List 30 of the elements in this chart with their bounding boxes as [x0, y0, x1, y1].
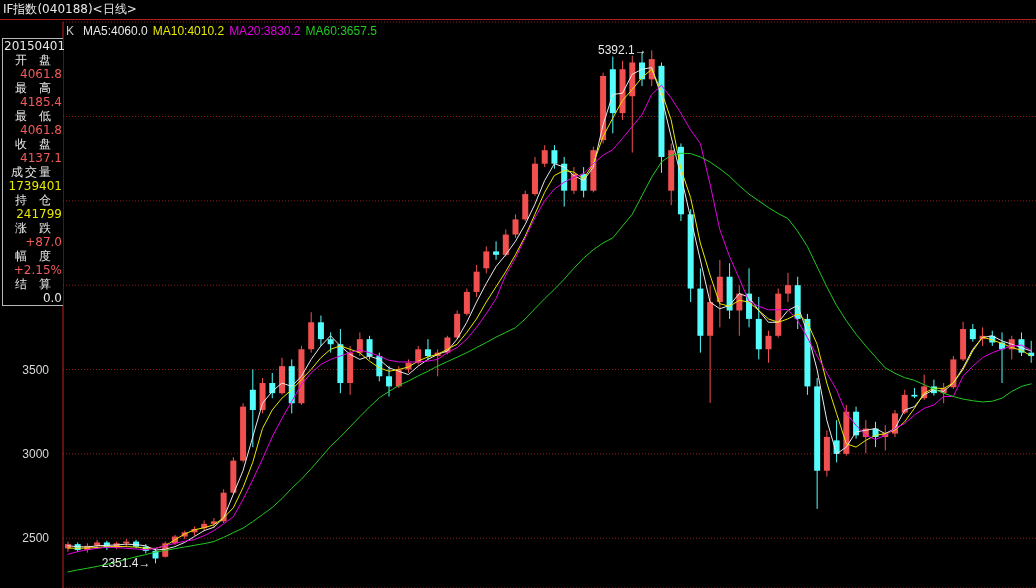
legend-title: K	[66, 24, 75, 38]
y-tick-label: 3500	[22, 362, 50, 377]
text: 1739401	[8, 179, 62, 193]
text: 241799	[16, 207, 62, 221]
annotation: 收盘	[15, 137, 63, 151]
text: 4061.8	[20, 123, 62, 137]
annotation: 开盘	[15, 53, 63, 67]
annotation: 5392.1→	[597, 43, 647, 58]
text: 4185.4	[20, 95, 62, 109]
text: 成交量	[11, 165, 53, 179]
text: +87.0	[25, 235, 62, 249]
text: 4137.1	[20, 151, 62, 165]
annotation: 最高	[15, 81, 63, 95]
text: MA5:4060.0	[83, 24, 148, 38]
annotation: 最低	[15, 109, 63, 123]
text: MA60:3657.5	[305, 24, 377, 38]
chart-title: IF指数(040188)<日线>	[3, 2, 137, 16]
y-tick-label: 3000	[22, 447, 50, 462]
annotation: 结算	[15, 277, 63, 291]
annotation: 2351.4→	[101, 556, 151, 571]
text: MA10:4010.2	[152, 24, 225, 38]
annotation: 幅度	[15, 249, 63, 263]
text: MA20:3830.2	[229, 24, 301, 38]
text: 0.0	[42, 291, 62, 305]
annotation: 涨跌	[15, 221, 63, 235]
y-tick-label: 2500	[22, 531, 50, 546]
annotation: 20150401	[4, 39, 66, 53]
text: 4061.8	[20, 67, 62, 81]
annotation: 持仓	[15, 193, 63, 207]
text: +2.15%	[13, 263, 62, 277]
